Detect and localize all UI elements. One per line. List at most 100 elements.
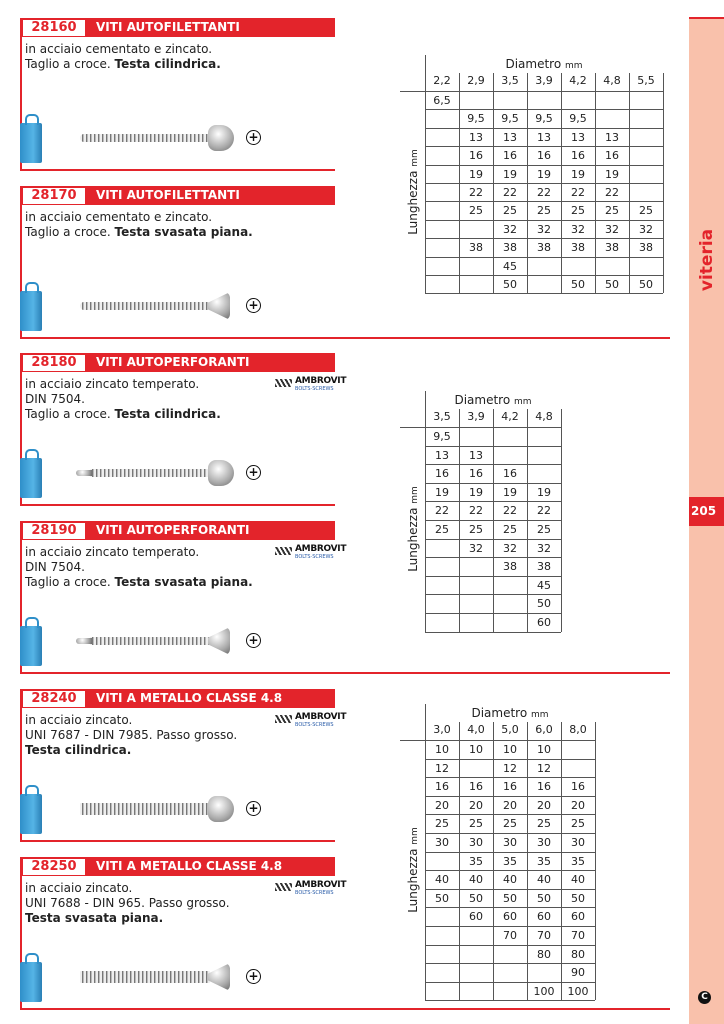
row-divider xyxy=(425,293,663,295)
length-value: 40 xyxy=(571,873,585,887)
length-value: 9,5 xyxy=(501,112,519,126)
length-value: 70 xyxy=(537,929,551,942)
product-description: in acciaio zincato temperato. DIN 7504. Ta… xyxy=(25,545,253,590)
logo-mark-icon xyxy=(275,715,292,723)
diameter-value: 3,5 xyxy=(501,74,519,87)
logo-name: AMBROVIT xyxy=(295,544,347,554)
row-divider xyxy=(425,557,561,559)
length-value: 20 xyxy=(469,798,483,812)
logo-subtitle: BOLTS·SCREWS xyxy=(295,386,334,392)
logo-mark-icon xyxy=(275,547,292,555)
section-divider xyxy=(20,1008,670,1010)
length-value: 25 xyxy=(537,817,551,831)
length-value: 16 xyxy=(503,149,517,163)
header-divider xyxy=(400,427,561,428)
row-divider xyxy=(425,981,595,983)
length-value: 13 xyxy=(537,130,551,144)
row-divider xyxy=(425,613,561,614)
length-value: 25 xyxy=(605,204,619,218)
length-value: 12 xyxy=(435,761,449,775)
length-value: 50 xyxy=(503,278,517,291)
row-divider xyxy=(425,146,663,148)
brand-logo: AMBROVIT BOLTS·SCREWS xyxy=(275,880,346,902)
length-value: 38 xyxy=(537,560,551,574)
row-divider xyxy=(425,127,663,129)
length-value: 16 xyxy=(537,149,551,163)
section-label: viteria xyxy=(697,228,717,292)
row-divider xyxy=(425,256,663,258)
length-value: 25 xyxy=(503,204,517,218)
publisher-logo-icon: C xyxy=(698,991,711,1004)
row-divider xyxy=(425,888,595,890)
diameter-value: 4,8 xyxy=(535,410,553,423)
section-divider xyxy=(20,504,335,506)
diameter-value: 5,0 xyxy=(501,723,519,736)
column-divider xyxy=(663,73,664,294)
description-line: Taglio a croce. Testa cilindrica. xyxy=(25,57,221,71)
length-axis-label: Lunghezza mm xyxy=(406,827,420,913)
length-value: 38 xyxy=(503,241,517,255)
length-value: 9,5 xyxy=(569,112,587,126)
phillips-cross-icon: + xyxy=(246,801,261,816)
row-divider xyxy=(425,631,561,633)
row-divider xyxy=(425,482,561,484)
logo-name: AMBROVIT xyxy=(295,880,347,890)
length-value: 13 xyxy=(605,130,619,144)
length-value: 22 xyxy=(537,504,551,518)
row-divider xyxy=(425,201,663,203)
section-border xyxy=(20,521,22,674)
brand-logo: AMBROVIT BOLTS·SCREWS xyxy=(275,544,346,566)
length-value: 70 xyxy=(571,929,585,942)
row-divider xyxy=(425,963,595,965)
screw-head-icon xyxy=(208,292,230,320)
diameter-value: 2,9 xyxy=(467,74,485,87)
length-value: 20 xyxy=(571,798,585,812)
length-value: 10 xyxy=(435,743,449,756)
description-line: in acciaio zincato. xyxy=(25,881,133,895)
length-value: 38 xyxy=(537,241,551,255)
section-divider xyxy=(20,337,670,339)
product-title: VITI AUTOPERFORANTI xyxy=(96,355,250,369)
length-value: 50 xyxy=(571,278,585,291)
row-divider xyxy=(425,501,561,503)
screw-shank-icon xyxy=(80,302,210,310)
row-divider xyxy=(425,926,595,927)
length-value: 40 xyxy=(435,873,449,887)
length-value: 22 xyxy=(435,504,449,518)
screw-head-icon xyxy=(208,963,230,991)
length-value: 19 xyxy=(469,167,483,181)
length-value: 19 xyxy=(537,167,551,181)
description-line: DIN 7504. xyxy=(25,392,85,406)
length-value: 13 xyxy=(435,448,449,462)
length-value: 12 xyxy=(537,761,551,775)
package-icon xyxy=(20,953,42,1002)
screw-shank-icon xyxy=(90,637,210,645)
column-divider xyxy=(595,722,596,1001)
length-value: 40 xyxy=(503,873,517,887)
table-left-border xyxy=(425,391,426,632)
product-code: 28180 xyxy=(23,355,85,371)
logo-subtitle: BOLTS·SCREWS xyxy=(295,554,334,560)
row-divider xyxy=(425,870,595,872)
row-divider xyxy=(425,238,663,240)
description-line: in acciaio cementato e zincato. xyxy=(25,42,213,56)
length-value: 50 xyxy=(469,891,483,905)
length-value: 35 xyxy=(503,854,517,868)
product-description: in acciaio zincato. UNI 7687 - DIN 7985. … xyxy=(25,713,237,758)
length-value: 22 xyxy=(469,186,483,199)
row-divider xyxy=(425,464,561,466)
length-value: 38 xyxy=(469,241,483,255)
length-value: 22 xyxy=(503,504,517,518)
length-value: 22 xyxy=(537,186,551,199)
length-value: 16 xyxy=(571,149,585,163)
length-axis-label: Lunghezza mm xyxy=(406,486,420,573)
length-value: 40 xyxy=(537,873,551,887)
length-value: 25 xyxy=(503,817,517,831)
row-divider xyxy=(425,219,663,221)
product-title: VITI AUTOFILETTANTI xyxy=(96,20,240,34)
length-value: 80 xyxy=(537,947,551,961)
length-value: 16 xyxy=(469,149,483,163)
row-divider xyxy=(425,275,663,276)
description-line: DIN 7504. xyxy=(25,560,85,574)
column-divider xyxy=(561,722,562,1001)
